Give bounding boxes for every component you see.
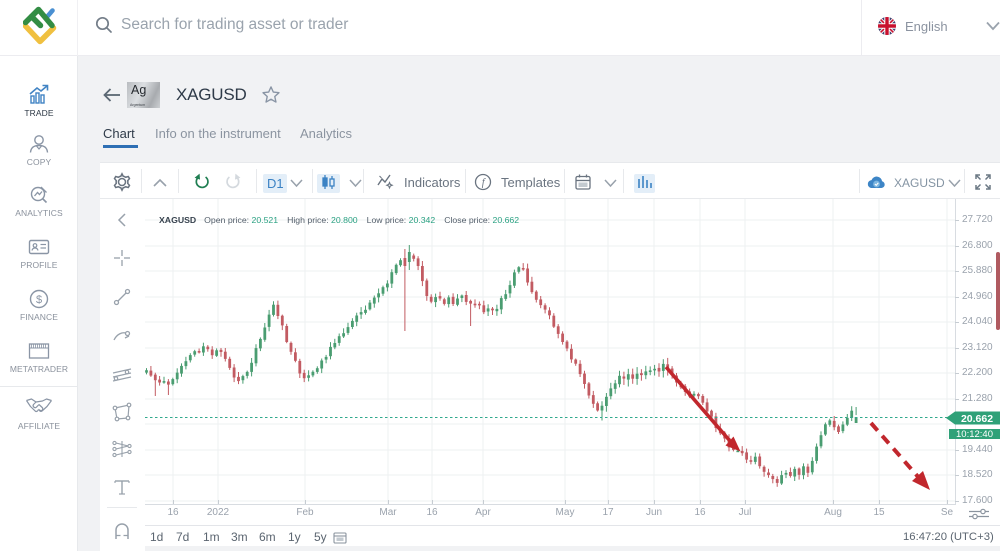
svg-text:$: $ bbox=[36, 294, 42, 306]
svg-text:10:12:40: 10:12:40 bbox=[956, 429, 993, 440]
svg-text:20.662: 20.662 bbox=[961, 413, 993, 425]
svg-text:f: f bbox=[482, 178, 487, 189]
